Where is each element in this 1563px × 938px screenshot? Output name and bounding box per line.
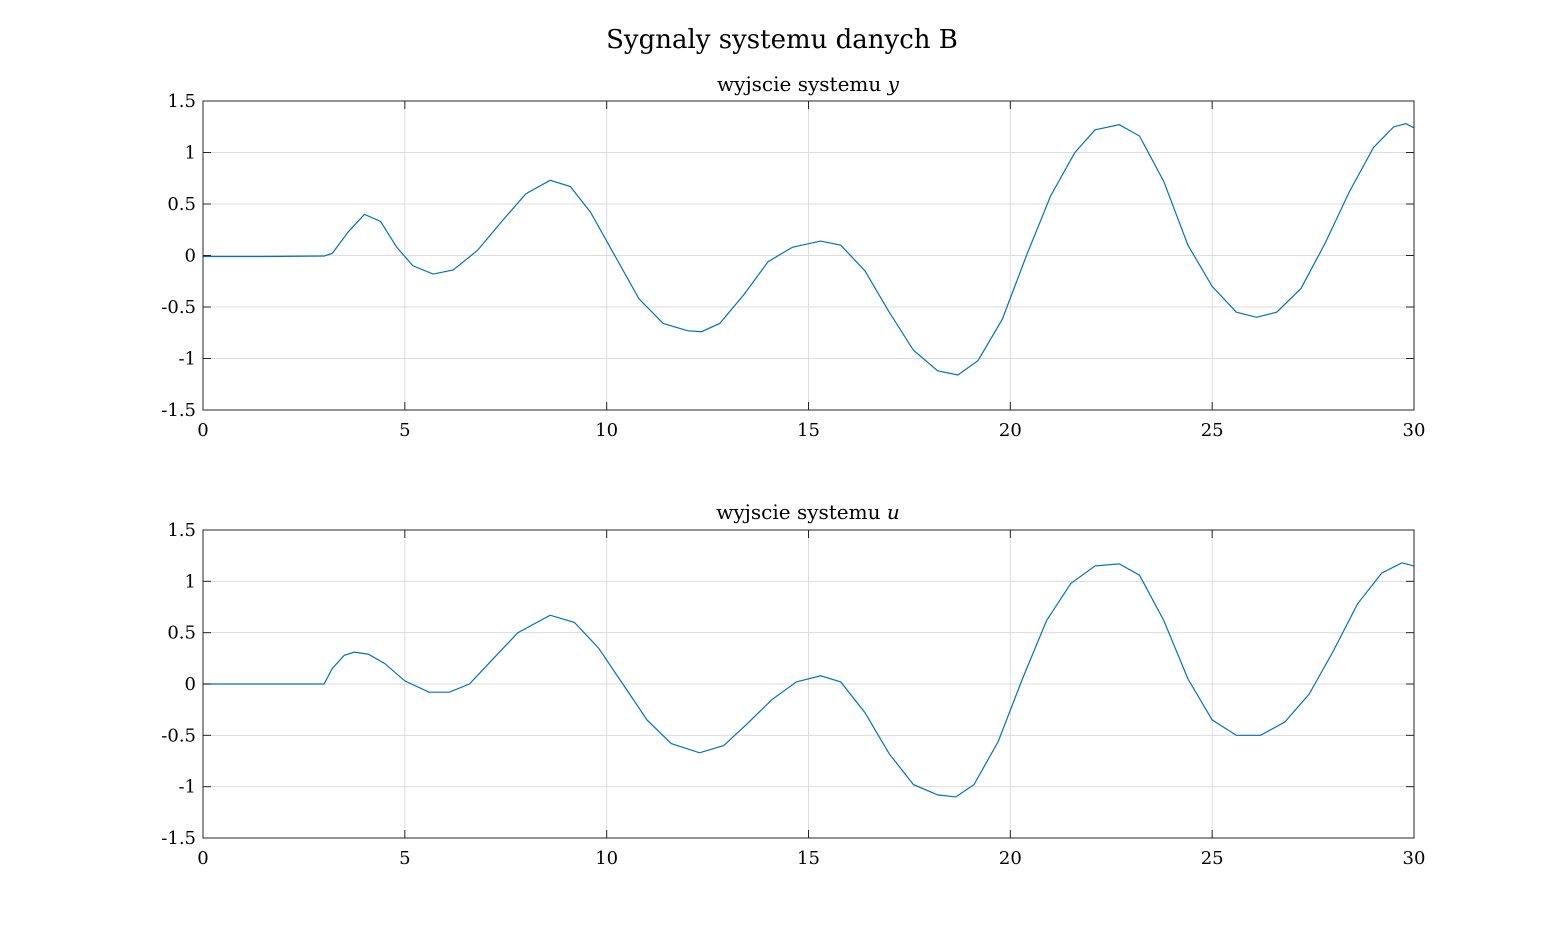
top-ytick-label: 1 [185,143,196,164]
top-xtick-label: 10 [595,420,618,441]
top-axes-title: wyjscie systemu y [717,72,900,96]
top-xtick-label: 15 [797,420,820,441]
bottom-ytick-label: 0.5 [167,623,196,644]
figure-title: Sygnaly systemu danych B [606,25,958,55]
bottom-xtick-label: 5 [399,848,410,869]
bottom-axes: wyjscie systemu u 0 5 10 15 20 25 30 1.5 1 0.5 0 -0… [161,500,1425,869]
bottom-ytick-label: 0 [185,674,196,695]
top-xtick-label: 20 [999,420,1022,441]
bottom-xtick-label: 0 [197,848,208,869]
top-axes: wyjscie systemu y 0 5 10 15 20 25 30 1.5 1 0.5 0 -0… [161,72,1425,441]
bottom-xtick-label: 20 [999,848,1022,869]
bottom-ytick-label: 1.5 [167,520,196,541]
top-ytick-label: -1 [178,349,196,370]
bottom-ytick-label: 1 [185,571,196,592]
bottom-xtick-label: 10 [595,848,618,869]
bottom-ytick-label: -1.5 [161,828,196,849]
top-ytick-label: -1.5 [161,400,196,421]
bottom-axes-title: wyjscie systemu u [716,500,899,524]
top-xtick-label: 5 [399,420,410,441]
top-series-line [203,123,1415,376]
top-ytick-label: 0.5 [167,194,196,215]
bottom-xtick-label: 25 [1201,848,1224,869]
bottom-xtick-label: 30 [1403,848,1426,869]
bottom-xtick-label: 15 [797,848,820,869]
bottom-ytick-label: -0.5 [161,725,196,746]
bottom-series-line [203,562,1415,798]
top-xtick-label: 30 [1403,420,1426,441]
bottom-ytick-label: -1 [178,777,196,798]
top-ytick-label: 1.5 [167,91,196,112]
top-ytick-label: 0 [185,246,196,267]
top-xtick-label: 25 [1201,420,1224,441]
top-xtick-label: 0 [197,420,208,441]
top-ytick-label: -0.5 [161,297,196,318]
